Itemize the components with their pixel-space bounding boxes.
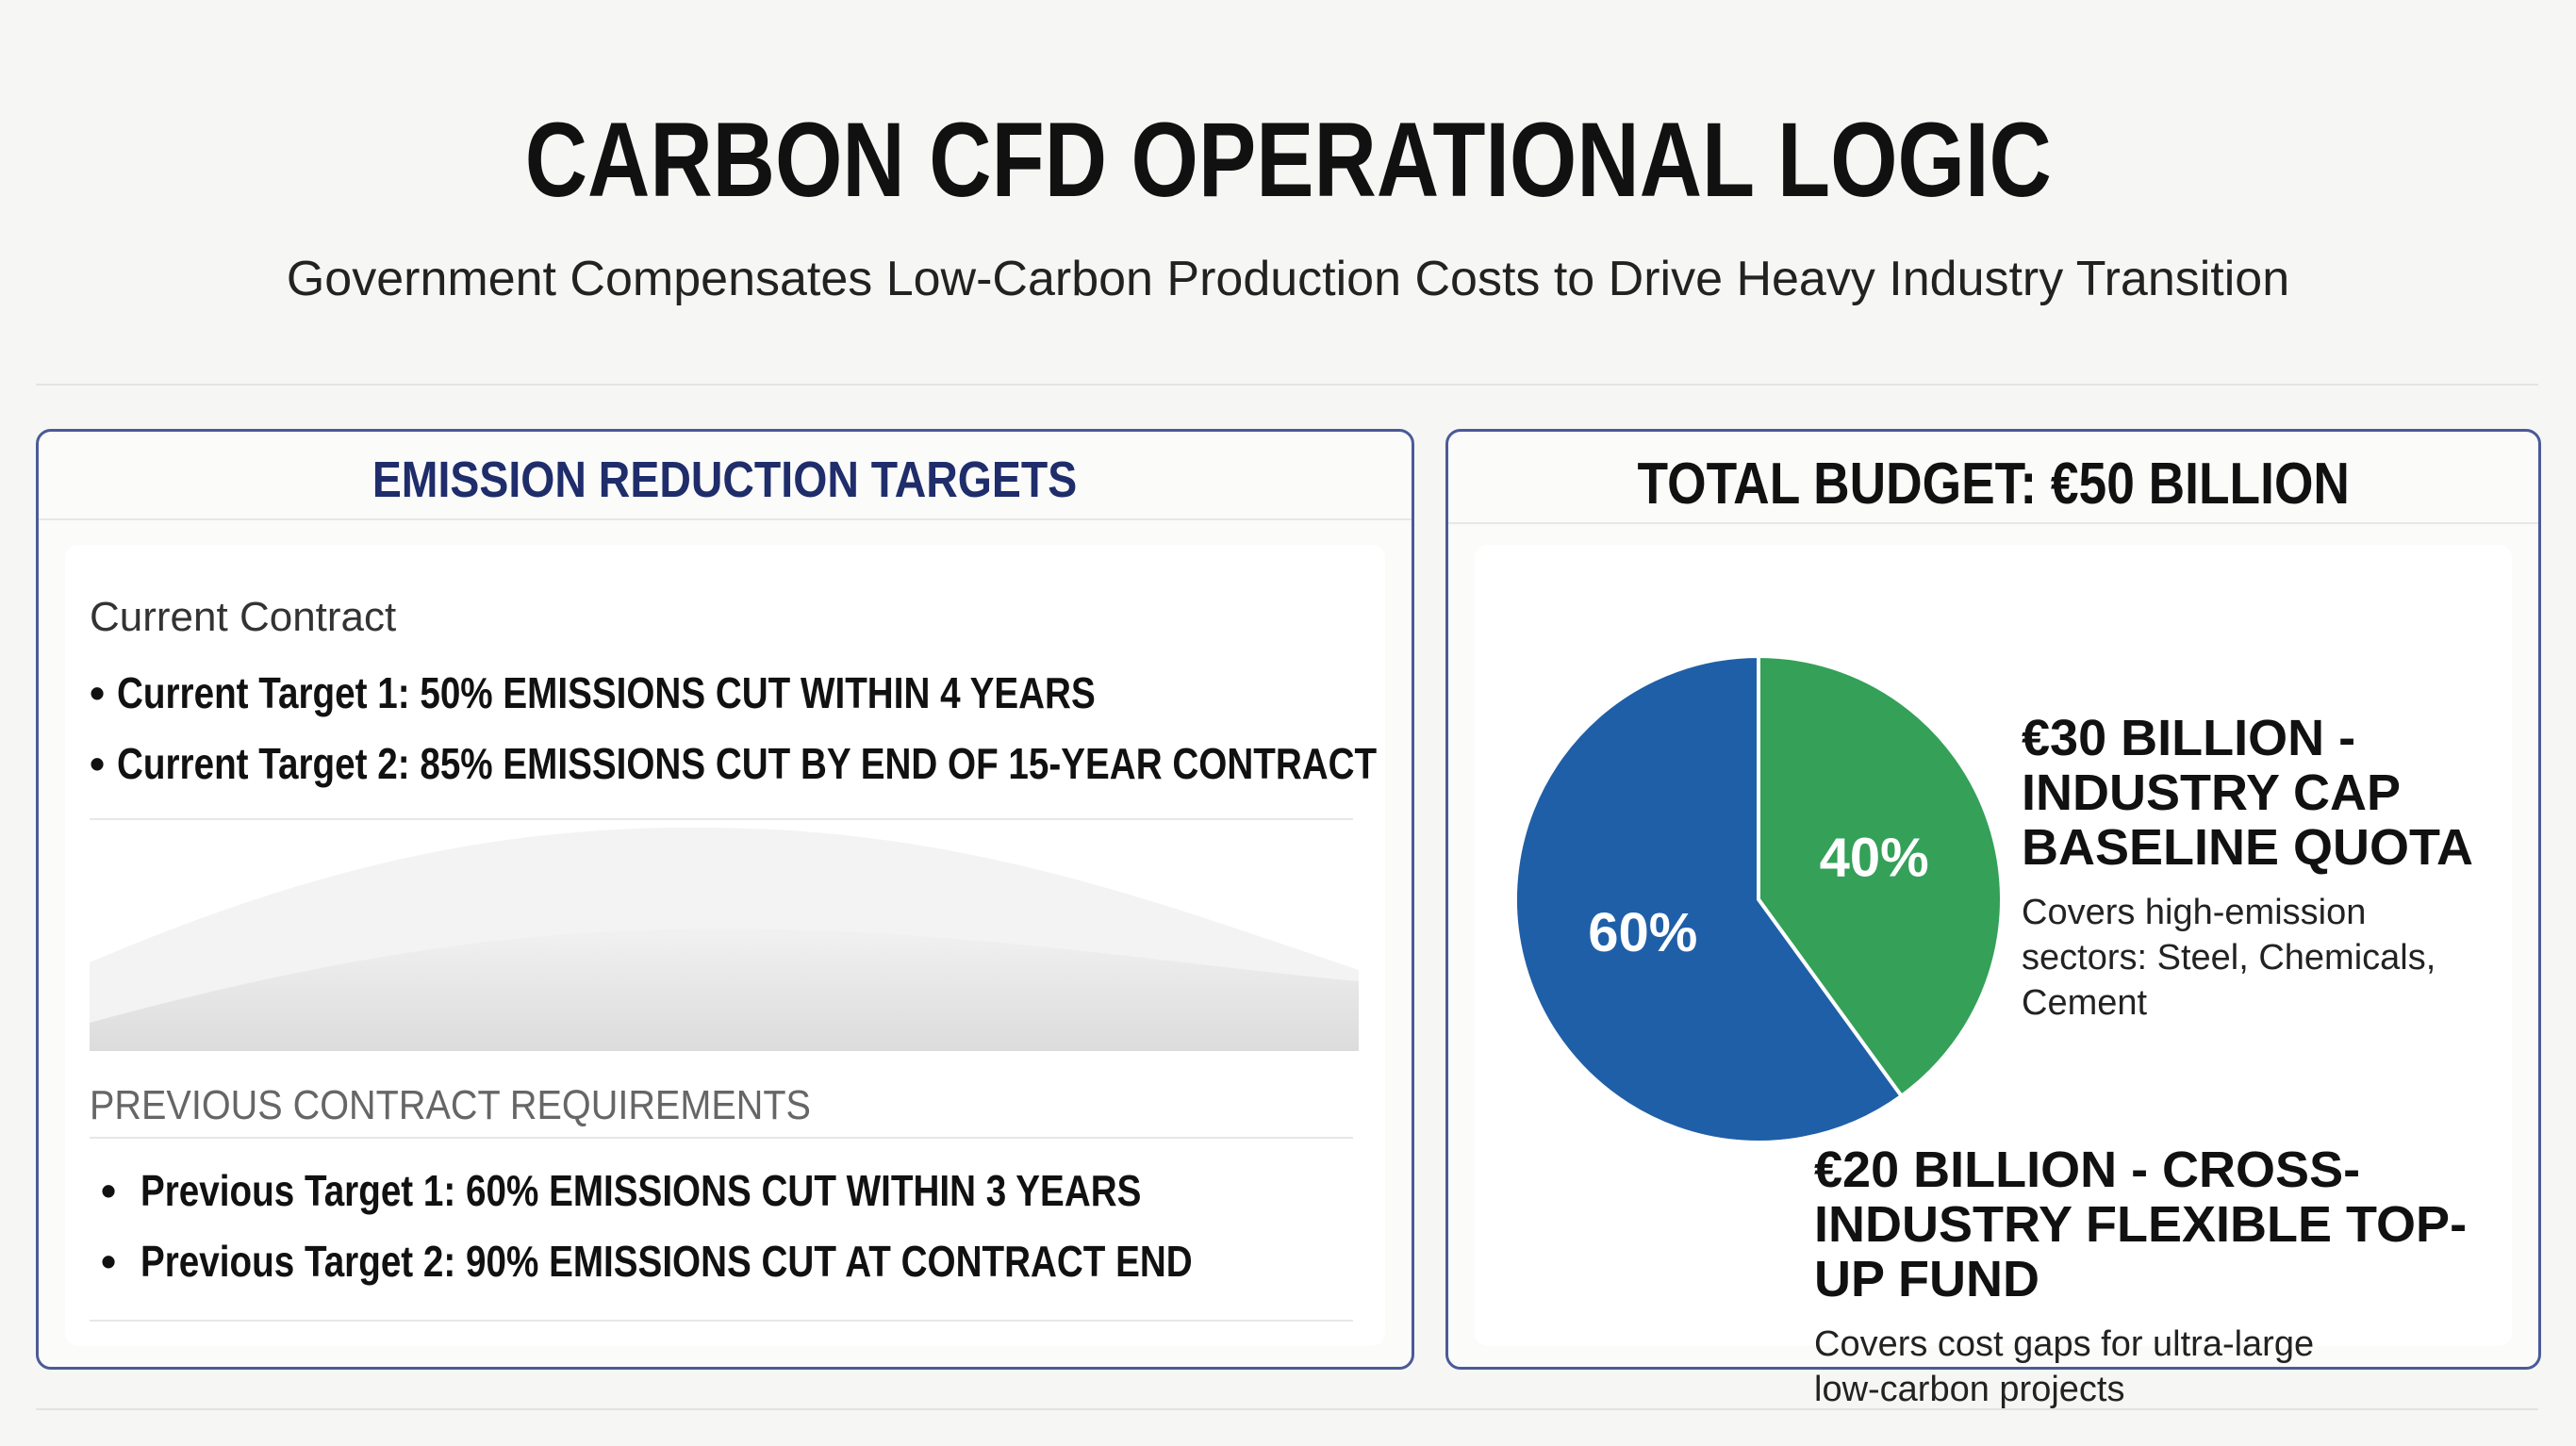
section-label-text: PREVIOUS CONTRACT REQUIREMENTS [90,1082,811,1128]
divider [39,518,1412,520]
page-subtitle: Government Compensates Low-Carbon Produc… [286,252,2290,306]
targets-card: Current Contract • Current Target 1: 50%… [65,545,1385,1346]
slice-label: 40% [1820,827,1929,888]
bullet-text: Previous Target 2: 90% EMISSIONS CUT AT … [140,1237,1193,1286]
pie-chart: 60% 40% [1513,653,2004,1144]
decorative-hill [90,828,1359,1051]
section-label: PREVIOUS CONTRACT REQUIREMENTS [90,1082,891,1129]
annotation-text: Covers high-emission sectors: Steel, Che… [2022,893,2436,1023]
targets-panel: EMISSION REDUCTION TARGETS Current Contr… [36,429,1414,1370]
bullet-text: Current Target 1: 50% EMISSIONS CUT WITH… [116,668,1096,717]
pie-slice [1513,653,1905,1144]
divider [90,1320,1353,1322]
panel-heading: EMISSION REDUCTION TARGETS [39,451,1412,509]
bullet-text: Current Target 2: 85% EMISSIONS CUT BY E… [116,739,1378,788]
panel-heading-text: EMISSION REDUCTION TARGETS [372,452,1078,508]
annotation: €30 BILLION - INDUSTRY CAP BASELINE QUOT… [2022,711,2531,1026]
divider [90,1137,1353,1139]
chart-title: TOTAL BUDGET: €50 BILLION [1448,451,2538,518]
chart-title-text: TOTAL BUDGET: €50 BILLION [1637,452,2350,517]
pie-slice [1757,653,2004,1099]
annotation: €20 BILLION - CROSS-INDUSTRY FLEXIBLE TO… [1814,1142,2493,1412]
bullet-item: • Previous Target 1: 60% EMISSIONS CUT W… [101,1166,1142,1215]
divider [36,384,2538,386]
budget-panel: TOTAL BUDGET: €50 BILLION 60% 40% €30 BIL… [1445,429,2541,1409]
bullet-text: Previous Target 1: 60% EMISSIONS CUT WIT… [140,1166,1142,1215]
annotation-title: €30 BILLION - INDUSTRY CAP BASELINE QUOT… [2022,710,2474,876]
bullet-item: • Previous Target 2: 90% EMISSIONS CUT A… [101,1237,1193,1286]
annotation-text: Covers cost gaps for ultra-large low-car… [1814,1324,2315,1409]
divider [36,1408,2538,1410]
bullet-item: • Current Target 2: 85% EMISSIONS CUT BY… [90,739,1378,788]
page-title-text: CARBON CFD OPERATIONAL LOGIC [524,101,2052,219]
divider [90,818,1353,820]
bullet-item: • Current Target 1: 50% EMISSIONS CUT WI… [90,668,1096,717]
slice-label: 60% [1588,902,1697,963]
annotation-title: €20 BILLION - CROSS-INDUSTRY FLEXIBLE TO… [1814,1142,2468,1307]
divider [1448,522,2538,524]
page-title: CARBON CFD OPERATIONAL LOGIC [0,99,2576,221]
section-label: Current Contract [90,594,397,640]
